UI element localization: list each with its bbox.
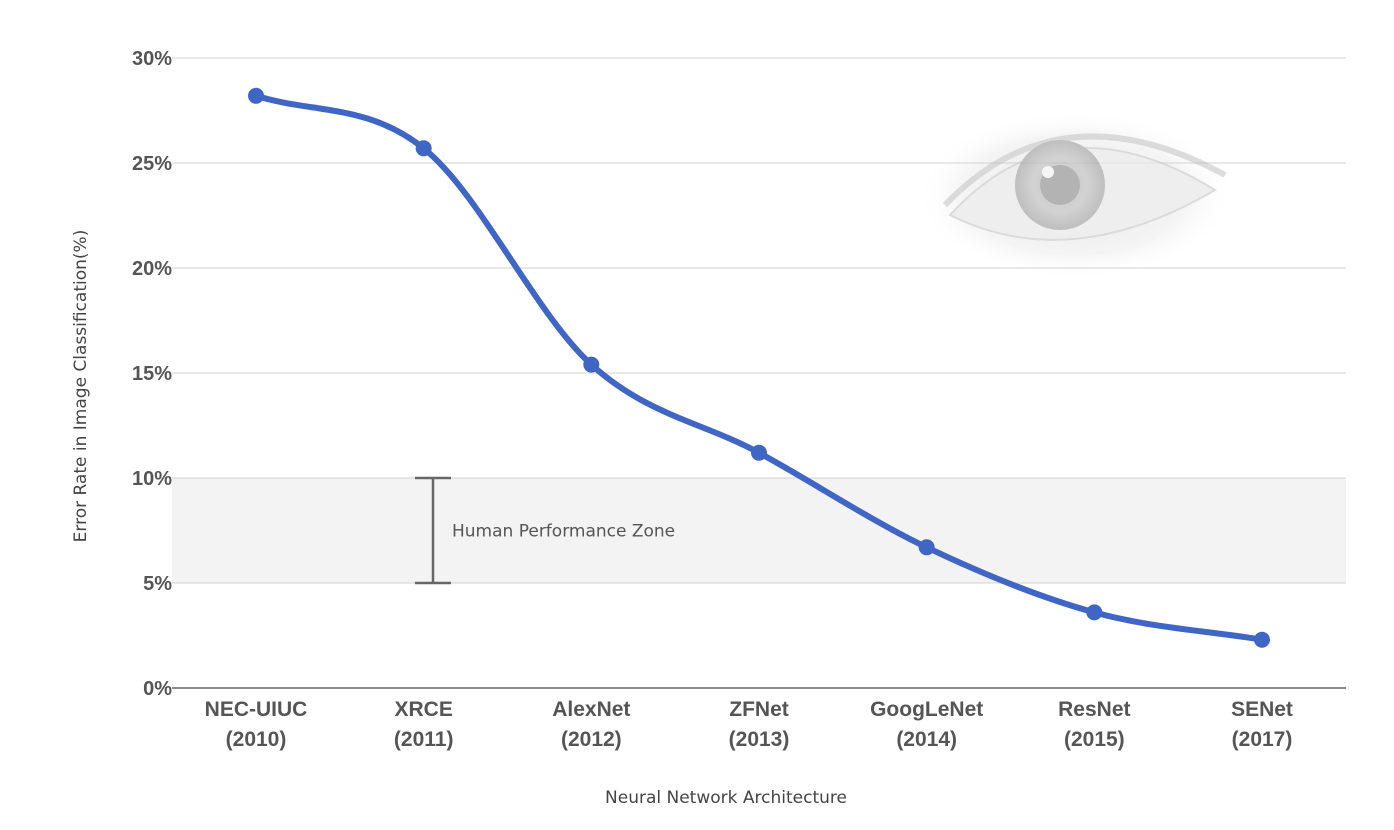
gridlines xyxy=(172,57,1346,584)
y-tick-label: 25% xyxy=(132,153,172,175)
data-point xyxy=(1086,604,1103,621)
y-tick-label: 5% xyxy=(143,573,172,595)
data-point xyxy=(248,87,264,104)
y-tick-label: 0% xyxy=(143,678,172,700)
human-zone-band-rect xyxy=(172,478,1346,583)
x-tick-label: XRCE (2011) xyxy=(394,698,454,751)
background-eye-image xyxy=(915,110,1235,280)
data-point xyxy=(415,140,432,157)
x-tick-label: ZFNet (2013) xyxy=(729,698,790,751)
y-tick-label: 30% xyxy=(132,48,172,70)
y-tick-label: 20% xyxy=(132,258,172,280)
y-axis-title: Error Rate in Image Classification(%) xyxy=(71,230,91,543)
data-point xyxy=(751,444,767,461)
x-tick-labels: NEC-UIUC (2010) XRCE (2011) AlexNet (2012) ZFN… xyxy=(205,698,1293,751)
human-performance-band xyxy=(172,478,1346,583)
data-point xyxy=(583,356,600,373)
x-tick-label: ResNet (2015) xyxy=(1058,698,1130,751)
y-tick-labels: 0% 5% 10% 15% 20% 25% 30% xyxy=(132,48,172,700)
annotation: Human Performance Zone xyxy=(415,476,675,585)
x-tick-label: AlexNet (2012) xyxy=(552,698,630,751)
series-points xyxy=(248,87,1270,648)
y-tick-label: 15% xyxy=(132,363,172,385)
x-tick-label: SENet (2017) xyxy=(1231,698,1293,751)
annotation-label: Human Performance Zone xyxy=(452,522,675,542)
y-tick-label: 10% xyxy=(132,468,172,490)
x-tick-label: NEC-UIUC (2010) xyxy=(205,698,308,751)
x-axis-title: Neural Network Architecture xyxy=(605,788,847,808)
x-tick-label: GoogLeNet (2014) xyxy=(870,698,983,751)
data-point xyxy=(1254,631,1270,648)
data-point xyxy=(918,539,935,556)
